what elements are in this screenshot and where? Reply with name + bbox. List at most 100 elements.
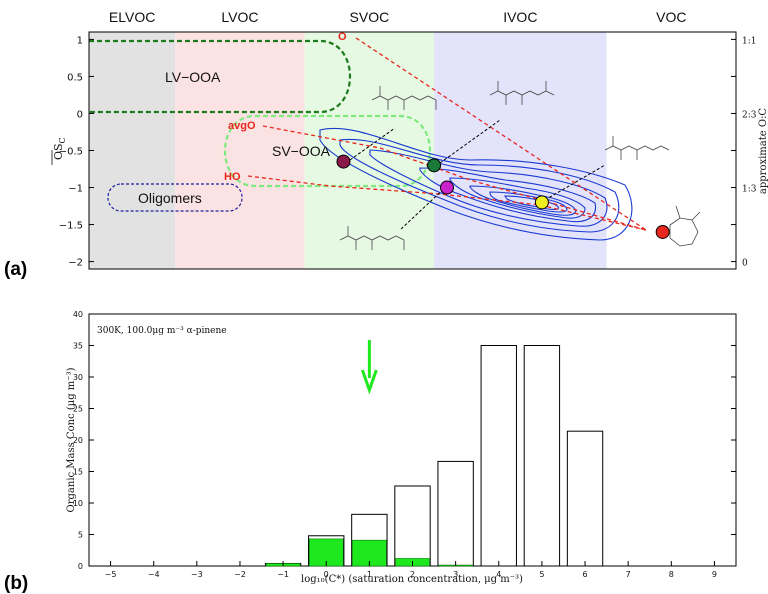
contour-6 [469,185,577,216]
data-point-5 [655,224,670,239]
ytick-label: 10 [73,499,83,508]
contour-2 [339,138,620,233]
total-bar-6 [566,430,604,567]
right-tick-label: 1:1 [742,36,756,46]
guide-line-1 [349,127,396,161]
guide-line-3 [399,185,448,231]
sv-ooa-label: SV−OOA [272,143,331,159]
molecule-sketches [339,81,701,250]
data-points [336,154,670,239]
lv-ooa-label: LV−OOA [165,69,221,85]
panel-a-ylabel: OSC [52,137,67,160]
ytick-label: 30 [73,373,83,382]
trajectory-o [355,37,647,231]
band-label-lvoc: LVOC [221,9,258,25]
panel-b-xlabel: log₁₀(C*) (saturation concentration, μg … [301,574,523,585]
molecule-sketch-4 [604,136,670,160]
ytick-label: 0 [77,109,83,120]
xtick-label: 3 [453,570,458,579]
total-bar-4 [480,345,517,567]
panel-b-annotation: 300K, 100.0μg m⁻³ α-pinene [97,326,227,336]
xtick-label: 1 [367,570,372,579]
band-label-svoc: SVOC [350,9,390,25]
band-label-elvoc: ELVOC [109,9,155,25]
panel-b-ylabel: Organic Mass Conc (μg m⁻³) [66,367,77,512]
data-point-2 [427,158,442,173]
molecule-sketch-3 [339,226,405,250]
xtick-label: −1 [277,570,289,579]
panel-b-axes: −5 −4 −3 −2 −1 0 1 2 3 4 5 6 7 8 9 0 5 10 15 20 25 30 35 40 [73,310,736,579]
contour-5 [449,177,586,219]
band-label-voc: VOC [656,9,686,25]
xtick-label: −4 [148,570,160,579]
band-elvoc [89,32,176,269]
xtick-label: 6 [582,570,587,579]
panel-a-axes: 1 0.5 0 −0.5 −1 −1.5 −2 1:1 2:3 1:3 0 [59,35,757,268]
xtick-label: 2 [410,570,415,579]
xtick-label: 9 [712,570,717,579]
condensation-arrow [360,340,378,395]
ytick-label: 0.5 [67,72,83,83]
ytick-label: 20 [73,436,83,445]
volatility-bands [89,32,736,269]
xtick-label: 0 [324,570,329,579]
panel-b: −5 −4 −3 −2 −1 0 1 2 3 4 5 6 7 8 9 0 5 10 15 20 25 30 35 40 300… [4,310,737,594]
data-point-3 [440,180,455,195]
band-lvoc [175,32,305,269]
band-voc [606,32,736,269]
xtick-label: −2 [234,570,246,579]
band-ivoc [434,32,607,269]
ytick-label: 0 [78,562,83,571]
band-label-ivoc: IVOC [503,9,537,25]
ytick-label: −2 [68,258,83,269]
ytick-label: 1 [77,35,83,46]
contour-set [319,127,633,241]
ytick-label: 15 [73,468,83,477]
data-point-4 [534,195,549,210]
trajectory-label-ho: HO [224,171,241,183]
ytick-label: −1 [68,184,83,195]
right-tick-label: 2:3 [742,110,757,120]
ytick-label: 5 [78,531,83,540]
sv-ooa-region [224,114,431,188]
right-tick-label: 1:3 [742,185,757,195]
bar-series [264,345,604,567]
panel-a: ELVOC LVOC SVOC IVOC VOC [4,9,768,280]
band-svoc [304,32,435,269]
guide-line-4 [544,164,606,201]
arrow-head [360,369,378,395]
molecule-sketch-2 [489,81,555,105]
ytick-label: 35 [73,342,83,351]
volatility-band-labels: ELVOC LVOC SVOC IVOC VOC [109,9,687,25]
panel-b-label: (b) [4,573,28,594]
guide-line-2 [439,119,501,164]
panel-a-label: (a) [4,259,27,280]
xtick-label: −3 [191,570,203,579]
data-point-1 [336,154,351,169]
trajectory-avgo [262,125,647,231]
xtick-label: 7 [626,570,631,579]
total-bar-3 [437,460,474,567]
panel-a-right-axis-label: approximate O:C [758,108,768,195]
xtick-label: −5 [105,570,117,579]
oligomers-label: Oligomers [138,190,202,206]
xtick-label: 5 [539,570,544,579]
total-bar-5 [523,345,561,567]
guide-lines [349,119,606,231]
ytick-label: −0.5 [59,147,83,158]
ytick-label: 40 [73,310,83,319]
ylabel-subscript: C [58,137,67,143]
ytick-label: 25 [73,405,83,414]
trajectory-label-o: O [338,31,347,43]
molecule-sketch-1 [371,86,437,110]
total-bar-2 [394,485,431,567]
trajectory-label-avgo: avgO [228,120,256,132]
xtick-label: 4 [496,570,501,579]
xtick-label: 8 [669,570,674,579]
molecule-sketch-5 [669,205,701,247]
ytick-label: −1.5 [59,221,83,232]
lv-ooa-region [89,39,351,114]
trajectory-ho [247,175,647,231]
right-tick-label: 0 [742,259,748,269]
